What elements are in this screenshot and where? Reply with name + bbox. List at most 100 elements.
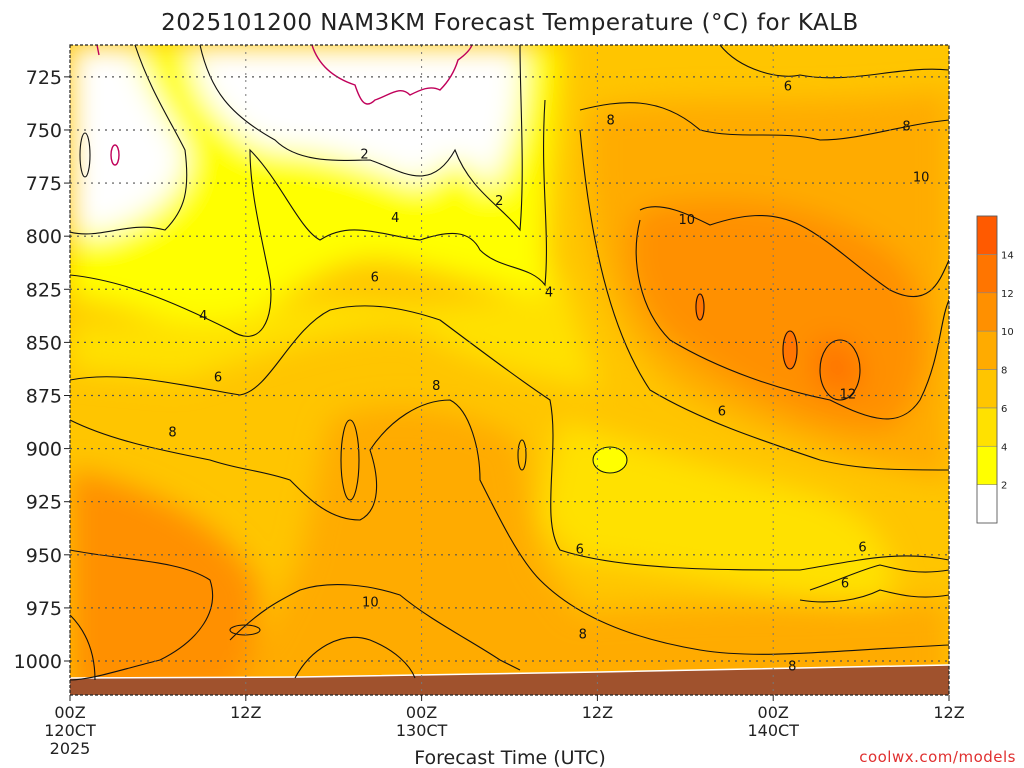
x-tick-label: 12Z <box>230 703 261 722</box>
contour-label: 4 <box>199 309 207 324</box>
chart-title: 2025101200 NAM3KM Forecast Temperature (… <box>161 10 859 36</box>
contour-8-left <box>70 399 949 655</box>
watermark: coolwx.com/models <box>859 748 1016 766</box>
x-year-label: 2025 <box>50 739 91 758</box>
contour-10-lower <box>229 584 521 671</box>
colorbar-label: 14 <box>1001 250 1014 261</box>
contour-label: 2 <box>360 147 368 162</box>
x-date-label: 120CT <box>44 721 96 740</box>
contour-12-cell-a <box>782 330 798 370</box>
band-cold-white-mid <box>190 45 521 190</box>
contour-6-upper-right <box>719 45 949 79</box>
contour-label: 6 <box>718 404 726 419</box>
contour-label: 2 <box>495 194 503 209</box>
colorbar-swatch <box>976 369 998 409</box>
contour-label: 10 <box>913 171 930 186</box>
contour-label: 6 <box>576 542 584 557</box>
contour-label: 6 <box>858 540 866 555</box>
band-cold-white-left <box>70 45 186 235</box>
y-tick-label: 975 <box>26 598 62 620</box>
contour-8-cell-b <box>517 439 527 471</box>
y-tick-label: 900 <box>26 439 62 461</box>
contour-12-cell-b <box>695 293 705 321</box>
x-date-label: 140CT <box>747 721 799 740</box>
contour-12-left <box>70 614 96 681</box>
contour-6-lower-right <box>809 564 949 591</box>
cell-warm-d <box>340 420 360 500</box>
colorbar-label: 10 <box>1001 327 1014 338</box>
band-warm-right-max <box>815 339 861 394</box>
contour-2-mid <box>199 45 523 232</box>
contour-labels: 2 2 4 4 4 6 6 6 6 6 6 6 8 8 8 8 8 8 10 10 10 12 <box>168 79 929 674</box>
y-axis: 725 750 775 800 825 850 875 900 925 950 975 1000 <box>14 67 70 673</box>
freezing-contours <box>96 45 473 166</box>
cell-cool-c <box>592 446 628 474</box>
contour-label: 8 <box>579 627 587 642</box>
contour-10-cell <box>229 624 261 636</box>
contour-label: 12 <box>840 387 857 402</box>
contour-2-left <box>70 45 188 235</box>
x-axis-label: Forecast Time (UTC) <box>414 747 605 768</box>
colorbar: 2 4 6 8 10 12 14 <box>976 215 1014 524</box>
contour-label: 4 <box>545 285 553 300</box>
x-tick-label: 00Z <box>54 703 85 722</box>
contour-10-right <box>639 206 949 298</box>
ground <box>70 665 949 695</box>
x-tick-label: 00Z <box>406 703 437 722</box>
colorbar-swatch <box>976 292 998 332</box>
colorbar-swatch <box>976 254 998 294</box>
y-tick-label: 825 <box>26 279 62 301</box>
y-tick-label: 800 <box>26 226 62 248</box>
contour-6-mid <box>70 305 949 571</box>
contour-lines <box>70 45 949 681</box>
y-tick-label: 775 <box>26 173 62 195</box>
contour-4-cell <box>592 446 628 474</box>
y-tick-label: 725 <box>26 67 62 89</box>
band-cool-upper-left <box>70 270 600 390</box>
contour-label: 8 <box>902 120 910 135</box>
colorbar-swatch <box>976 407 998 447</box>
colorbar-label: 4 <box>1001 442 1007 453</box>
contour-label: 6 <box>784 79 792 94</box>
cell-warm-a <box>782 330 798 370</box>
colorbar-label: 12 <box>1001 289 1014 300</box>
colorbar-label: 2 <box>1001 481 1007 492</box>
contour-label: 10 <box>678 213 695 228</box>
contour-label: 6 <box>214 370 222 385</box>
ground-edge <box>70 664 949 679</box>
colorbar-label: 6 <box>1001 404 1007 415</box>
colorbar-label: 8 <box>1001 366 1007 377</box>
contour-2-cell <box>79 132 91 178</box>
contour-4-mid <box>70 99 547 337</box>
x-tick-label: 00Z <box>758 703 789 722</box>
colorbar-swatch <box>976 445 998 485</box>
colorbar-swatch <box>976 484 998 524</box>
contour-label: 4 <box>391 211 399 226</box>
contour-label: 8 <box>788 659 796 674</box>
band-mid-column <box>232 406 600 695</box>
contour-6-lower-right-2 <box>799 589 949 603</box>
band-cool-lower-mid <box>540 420 893 602</box>
contour-10-right-inner <box>635 219 949 420</box>
contour-8-right-inner <box>579 129 949 471</box>
y-tick-label: 850 <box>26 332 62 354</box>
contour-8-cell <box>340 419 360 501</box>
temperature-field <box>70 45 949 695</box>
y-tick-label: 750 <box>26 120 62 142</box>
cell-warm-b <box>695 293 705 321</box>
contour-label: 10 <box>362 596 379 611</box>
contour-12-bottom <box>294 636 416 679</box>
colorbar-swatch <box>976 330 998 370</box>
contour-10-left-low <box>70 549 214 681</box>
contour-label: 8 <box>168 426 176 441</box>
colorbar-swatch <box>976 215 998 255</box>
y-tick-label: 925 <box>26 492 62 514</box>
x-tick-label: 12Z <box>933 703 964 722</box>
contour-label: 6 <box>841 576 849 591</box>
contour-label: 8 <box>432 379 440 394</box>
y-tick-label: 875 <box>26 385 62 407</box>
contour-label: 8 <box>606 113 614 128</box>
x-date-label: 130CT <box>396 721 448 740</box>
